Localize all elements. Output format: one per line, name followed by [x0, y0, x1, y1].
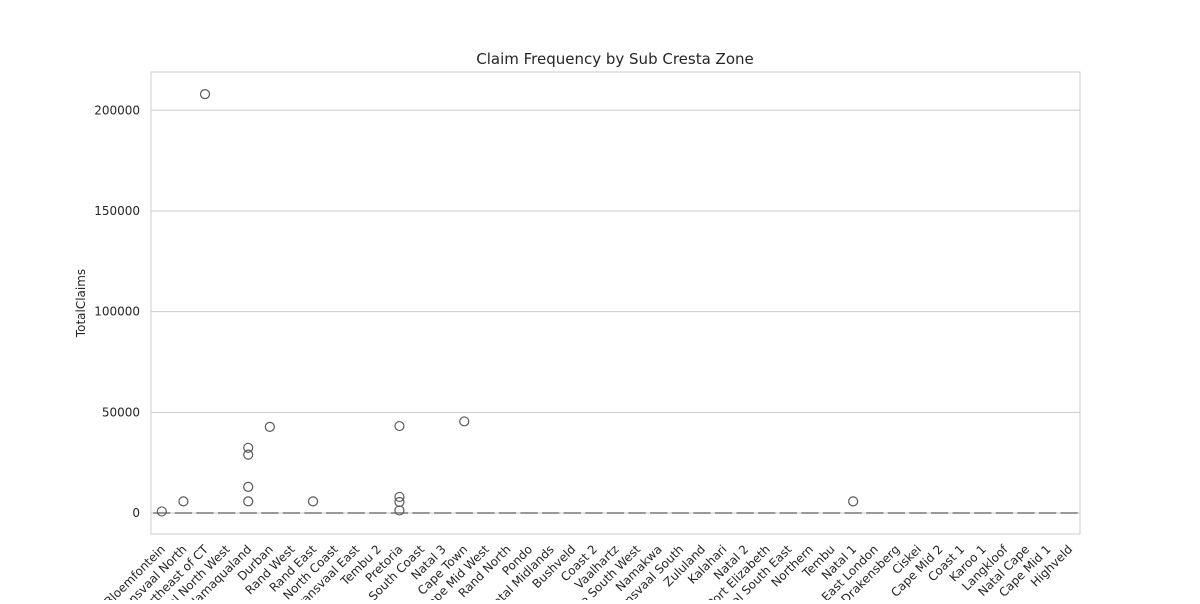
outlier-point: [394, 491, 405, 503]
outlier-point: [178, 496, 189, 507]
y-tick-labels: 0 50000 100000 150000 200000: [94, 103, 140, 520]
y-tick-label: 150000: [94, 204, 140, 218]
outlier-point: [394, 505, 405, 516]
outlier-point: [243, 442, 254, 453]
y-tick-label: 50000: [102, 405, 140, 419]
outlier-point: [156, 506, 167, 517]
outlier-point: [243, 496, 254, 507]
outliers: [156, 89, 859, 517]
outlier-point: [243, 481, 254, 492]
outlier-point: [848, 496, 859, 507]
outlier-point: [199, 89, 211, 100]
outlier-point: [307, 496, 319, 507]
chart-title: Claim Frequency by Sub Cresta Zone: [476, 50, 754, 68]
outlier-point: [394, 420, 405, 432]
y-axis-label: TotalClaims: [74, 269, 88, 338]
plot-frame: [150, 71, 1081, 535]
outlier-point: [459, 416, 470, 427]
gridlines: [151, 109, 1080, 514]
y-tick-label: 0: [132, 506, 140, 520]
y-tick-label: 100000: [94, 305, 140, 319]
outlier-point: [243, 449, 254, 460]
y-tick-label: 200000: [94, 103, 140, 117]
outlier-point: [264, 421, 275, 432]
